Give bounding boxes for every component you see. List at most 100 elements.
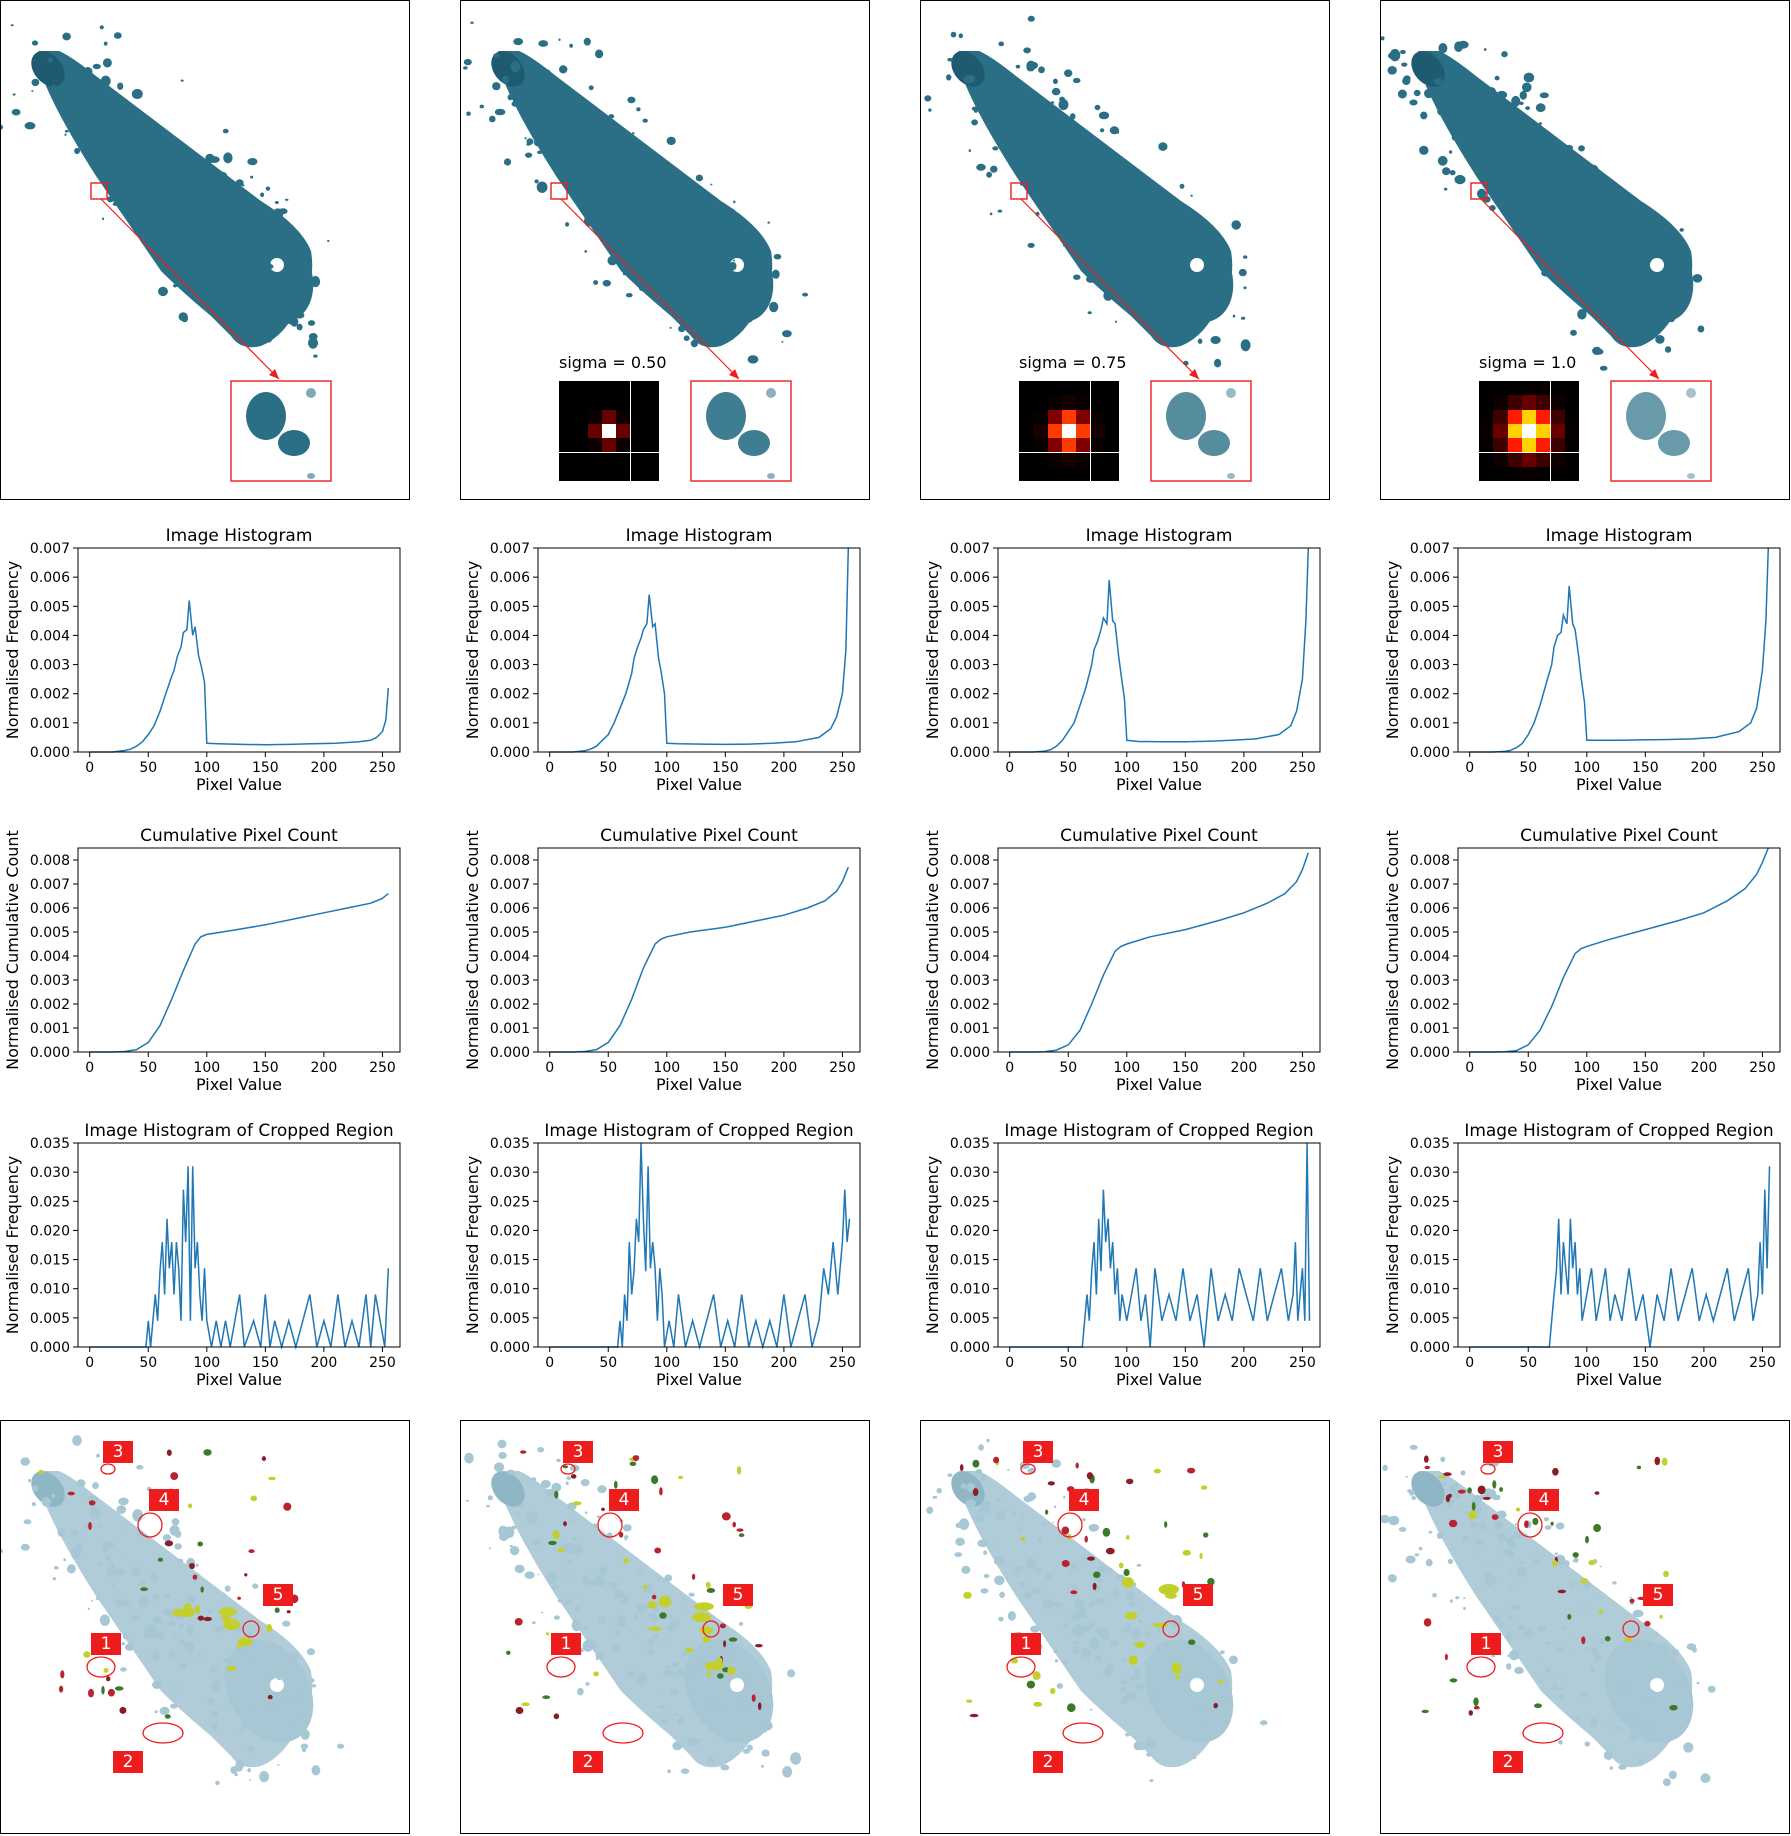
plot-frame	[1457, 847, 1781, 1053]
y-axis-label: Normalised Cumulative Count	[463, 830, 482, 1070]
kernel-cell	[559, 409, 574, 424]
sigma-label: sigma = 1.0	[1479, 353, 1577, 372]
kernel-cell	[1090, 409, 1105, 424]
x-axis-label: Pixel Value	[1576, 1370, 1662, 1389]
x-tick-label: 150	[252, 1060, 279, 1076]
kernel-cell	[559, 395, 574, 410]
kernel-cell	[601, 423, 617, 439]
kernel-cell	[1019, 452, 1034, 467]
y-tick-label: 0.000	[1410, 745, 1450, 761]
chart-title: Image Histogram	[1086, 526, 1233, 546]
kernel-cell	[559, 466, 574, 482]
gaussian-kernel-heatmap	[1019, 381, 1120, 482]
x-tick-label: 250	[1289, 760, 1316, 776]
kernel-cell	[1536, 409, 1551, 424]
droplet-marker-4	[1517, 1512, 1543, 1538]
kernel-cell	[1104, 395, 1120, 410]
droplet-marker-1	[1466, 1656, 1496, 1678]
x-tick-label: 0	[545, 1355, 554, 1371]
kernel-cell	[1507, 438, 1522, 453]
x-tick-label: 250	[1749, 1355, 1776, 1371]
zoomed-crop-inset	[1610, 380, 1712, 482]
kernel-cell	[1493, 466, 1508, 482]
y-axis-label: Normalised Frequency	[463, 561, 482, 739]
y-tick-label: 0.008	[490, 853, 530, 869]
cumulative-chart-4: Cumulative Pixel Count 0 50 100 150 200 250 0.0…	[1380, 820, 1791, 1100]
plot-frame	[1457, 547, 1781, 753]
y-tick-label: 0.000	[30, 1045, 70, 1061]
series-line	[549, 866, 849, 1053]
y-tick-label: 0.015	[950, 1253, 990, 1269]
y-tick-label: 0.030	[1410, 1165, 1450, 1181]
x-tick-label: 250	[369, 1060, 396, 1076]
kernel-cell	[630, 423, 645, 439]
x-tick-label: 200	[771, 1060, 798, 1076]
kernel-cell	[1076, 466, 1091, 482]
volume-render-panel: sigma = 0.50	[460, 0, 870, 500]
series-line	[1009, 1142, 1311, 1348]
kernel-cell	[1521, 423, 1537, 439]
labelled-droplets	[959, 1453, 1224, 1718]
chart-title: Image Histogram	[1546, 526, 1693, 546]
y-tick-label: 0.000	[30, 745, 70, 761]
zoomed-crop-inset	[230, 380, 332, 482]
crop-highlight-box	[550, 182, 568, 200]
kernel-cell	[1479, 381, 1494, 396]
y-tick-label: 0.004	[30, 949, 70, 965]
kernel-cell	[644, 452, 660, 467]
kernel-cell	[587, 423, 602, 439]
y-tick-label: 0.008	[950, 853, 990, 869]
histogram-chart-3: Image Histogram 0 50 100 150 200 250 0.000 0.001…	[920, 520, 1350, 800]
kernel-cell	[1061, 395, 1077, 410]
x-tick-label: 100	[1573, 760, 1600, 776]
y-axis-label: Normalised Frequency	[3, 561, 22, 739]
kernel-cell	[559, 438, 574, 453]
y-tick-label: 0.001	[1410, 716, 1450, 732]
plot-frame	[997, 547, 1321, 753]
crop-highlight-box	[90, 182, 108, 200]
labelled-droplets	[1421, 1455, 1678, 1716]
kernel-cell	[1493, 438, 1508, 453]
kernel-cell	[1536, 423, 1551, 439]
labelled-render-panel: 1 2 3 4 5	[0, 1420, 410, 1834]
labelled-render-panel: 1 2 3 4 5	[920, 1420, 1330, 1834]
x-tick-label: 250	[1749, 1060, 1776, 1076]
zoomed-crop-inset	[690, 380, 792, 482]
y-tick-label: 0.010	[950, 1282, 990, 1298]
y-tick-label: 0.003	[30, 973, 70, 989]
droplet-label-3: 3	[103, 1441, 133, 1463]
cropped-chart-1: Image Histogram of Cropped Region 0 50 100 1…	[0, 1115, 430, 1395]
x-tick-label: 100	[1113, 1060, 1140, 1076]
kernel-cell	[616, 438, 631, 453]
droplet-label-2: 2	[1033, 1751, 1063, 1773]
kernel-cell	[1033, 452, 1048, 467]
y-tick-label: 0.001	[490, 716, 530, 732]
kernel-cell	[601, 466, 617, 482]
kernel-cell	[1479, 438, 1494, 453]
kernel-cell	[1076, 409, 1091, 424]
kernel-cell	[616, 395, 631, 410]
x-tick-label: 100	[193, 1355, 220, 1371]
x-axis-label: Pixel Value	[1116, 775, 1202, 794]
y-tick-label: 0.002	[490, 997, 530, 1013]
droplet-marker-3	[100, 1463, 116, 1475]
kernel-cell	[1507, 452, 1522, 467]
y-tick-label: 0.015	[30, 1253, 70, 1269]
kernel-cell	[1493, 409, 1508, 424]
kernel-cell	[587, 395, 602, 410]
x-tick-label: 50	[599, 760, 617, 776]
kernel-cell	[1090, 381, 1105, 396]
y-tick-label: 0.006	[490, 570, 530, 586]
kernel-cell	[1507, 381, 1522, 396]
y-axis-label: Normalised Cumulative Count	[3, 830, 22, 1070]
series-line	[89, 1166, 390, 1350]
y-tick-label: 0.003	[490, 973, 530, 989]
kernel-cell	[1536, 381, 1551, 396]
droplet-label-4: 4	[1529, 1489, 1559, 1511]
plot-frame	[537, 847, 861, 1053]
kernel-cell	[1507, 409, 1522, 424]
kernel-cell	[1090, 466, 1105, 482]
plot-frame	[537, 547, 861, 753]
y-tick-label: 0.000	[1410, 1045, 1450, 1061]
y-tick-label: 0.008	[1410, 853, 1450, 869]
